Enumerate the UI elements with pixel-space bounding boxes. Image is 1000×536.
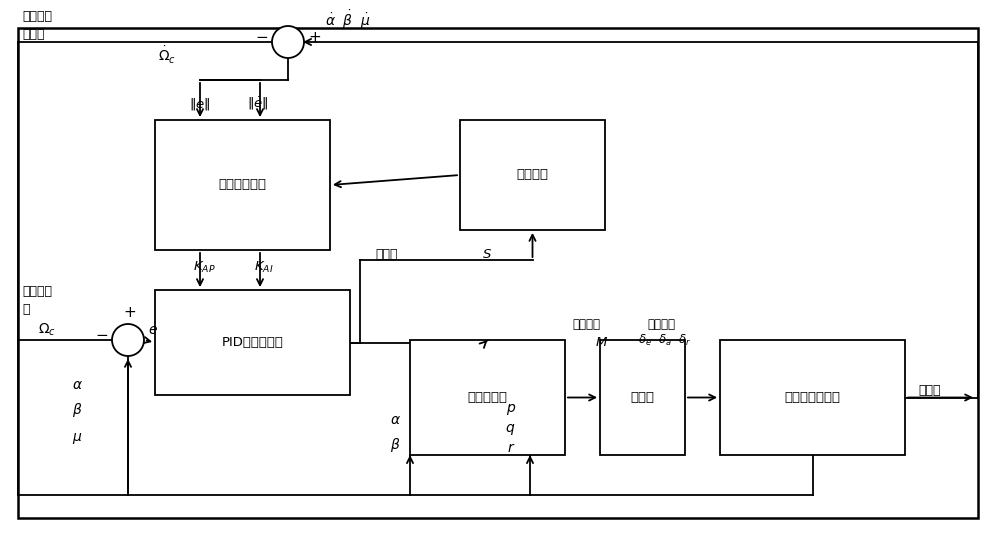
Text: −: − — [255, 31, 268, 46]
Text: PID型滑模控制: PID型滑模控制 — [222, 336, 283, 349]
Bar — [410, 340, 565, 455]
Text: 期望姿态: 期望姿态 — [22, 285, 52, 298]
Text: $\|\dot{e}\|$: $\|\dot{e}\|$ — [247, 95, 269, 112]
Circle shape — [112, 324, 144, 356]
Text: −: − — [95, 329, 108, 344]
Text: $K_{AI}$: $K_{AI}$ — [254, 260, 274, 275]
Text: p: p — [506, 401, 514, 415]
Text: $\dot{\Omega}_c$: $\dot{\Omega}_c$ — [158, 44, 176, 65]
Text: +: + — [124, 305, 136, 320]
Text: 控制力矩: 控制力矩 — [572, 318, 600, 331]
Text: 角速度: 角速度 — [22, 28, 44, 41]
Bar — [155, 290, 350, 395]
Text: 期望姿态: 期望姿态 — [22, 10, 52, 23]
Bar — [460, 120, 605, 230]
Text: 气动舵面: 气动舵面 — [647, 317, 675, 331]
Text: $\beta$: $\beta$ — [72, 401, 82, 419]
Text: r: r — [507, 441, 513, 455]
Bar — [155, 120, 330, 250]
Text: 反馈线性化: 反馈线性化 — [468, 391, 508, 404]
Text: $\|e\|$: $\|e\|$ — [189, 96, 211, 112]
Text: 自适应律: 自适应律 — [516, 168, 548, 182]
Text: M: M — [596, 337, 607, 349]
Text: $\Omega_c$: $\Omega_c$ — [38, 322, 56, 338]
Bar — [720, 340, 905, 455]
Text: 滑模面: 滑模面 — [375, 249, 398, 262]
Text: +: + — [308, 31, 321, 46]
Text: e: e — [148, 323, 156, 337]
Text: 模糊逻辑系统: 模糊逻辑系统 — [218, 178, 266, 191]
Text: 角: 角 — [22, 303, 30, 316]
Circle shape — [272, 26, 304, 58]
Text: $\mu$: $\mu$ — [72, 430, 82, 445]
Text: S: S — [483, 249, 491, 262]
Bar — [600, 340, 685, 455]
Text: $\beta$: $\beta$ — [390, 436, 400, 454]
Text: 执行器: 执行器 — [631, 391, 654, 404]
Text: $\alpha$: $\alpha$ — [390, 413, 400, 427]
Text: $\alpha$: $\alpha$ — [72, 378, 83, 392]
Text: q: q — [506, 421, 514, 435]
Text: $\delta_e$  $\delta_a$  $\delta_r$: $\delta_e$ $\delta_a$ $\delta_r$ — [638, 332, 691, 347]
Text: $K_{AP}$: $K_{AP}$ — [193, 260, 216, 275]
Text: 姿态角: 姿态角 — [918, 383, 940, 397]
Text: 再入飞行器模型: 再入飞行器模型 — [784, 391, 840, 404]
Text: $\dot{\alpha}$  $\dot{\beta}$  $\dot{\mu}$: $\dot{\alpha}$ $\dot{\beta}$ $\dot{\mu}$ — [325, 9, 371, 31]
